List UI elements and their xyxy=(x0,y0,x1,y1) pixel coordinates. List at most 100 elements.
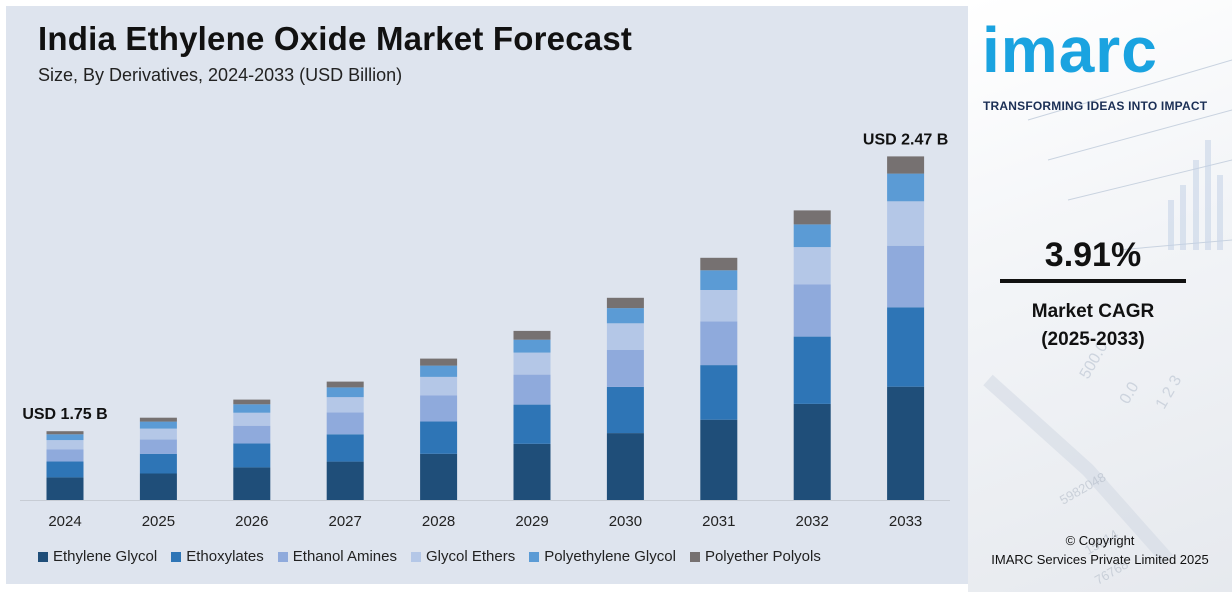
cagr-value: 3.91% xyxy=(1044,236,1142,274)
legend-item-polyethylene-glycol: Polyethylene Glycol xyxy=(529,548,676,565)
bar-segment-2029-ethoxylates xyxy=(513,404,551,444)
legend-item-polyether-polyols: Polyether Polyols xyxy=(689,548,821,565)
bar-segment-2024-polyether-polyols xyxy=(46,431,84,435)
copyright: © Copyright IMARC Services Private Limit… xyxy=(980,531,1220,569)
bar-segment-2028-ethanol-amines xyxy=(420,395,458,422)
legend-label: Ethylene Glycol xyxy=(53,548,158,565)
bar-segment-2025-ethanol-amines xyxy=(139,439,177,454)
total-annotation-2033: USD 2.47 B xyxy=(863,131,948,148)
imarc-logo: imarc xyxy=(982,14,1158,86)
legend-item-glycol-ethers: Glycol Ethers xyxy=(411,548,515,565)
bar-segment-2028-polyether-polyols xyxy=(420,358,458,366)
x-tick-label-2032: 2032 xyxy=(796,513,829,530)
bar-segment-2025-polyether-polyols xyxy=(139,417,177,422)
svg-text:0.0: 0.0 xyxy=(1117,379,1143,407)
bar-segment-2029-ethylene-glycol xyxy=(513,443,551,500)
bar-segment-2027-polyethylene-glycol xyxy=(326,387,364,398)
bar-segment-2033-ethoxylates xyxy=(887,307,925,387)
legend-item-ethanol-amines: Ethanol Amines xyxy=(277,548,397,565)
x-tick-label-2025: 2025 xyxy=(142,513,175,530)
bar-segment-2031-polyethylene-glycol xyxy=(700,270,738,290)
bar-segment-2028-ethoxylates xyxy=(420,421,458,454)
bar-segment-2028-glycol-ethers xyxy=(420,377,458,396)
bar-segment-2024-ethoxylates xyxy=(46,461,84,478)
bar-segment-2031-glycol-ethers xyxy=(700,290,738,322)
bar-segment-2028-polyethylene-glycol xyxy=(420,365,458,377)
bar-segment-2031-polyether-polyols xyxy=(700,257,738,271)
bar-segment-2027-polyether-polyols xyxy=(326,381,364,388)
decorative-background-icon: 500.0 0.0 1 2 3 5982048 15014 76768 xyxy=(983,59,1232,588)
x-tick-label-2030: 2030 xyxy=(609,513,642,530)
side-panel: 500.0 0.0 1 2 3 5982048 15014 76768 xyxy=(968,0,1232,592)
bar-segment-2029-polyether-polyols xyxy=(513,330,551,340)
bar-segment-2030-polyethylene-glycol xyxy=(606,308,644,324)
bar-segment-2024-ethanol-amines xyxy=(46,449,84,462)
copyright-line2: IMARC Services Private Limited 2025 xyxy=(991,552,1209,567)
legend-label: Ethanol Amines xyxy=(292,548,397,565)
bar-segment-2026-glycol-ethers xyxy=(233,412,271,426)
stacked-bar-chart: 2024 2025 2026 2027 2028 2029 2030 2031 2032 2033… xyxy=(20,131,950,530)
legend-swatch xyxy=(411,551,421,562)
bar-segment-2025-ethoxylates xyxy=(139,453,177,474)
x-tick-label-2029: 2029 xyxy=(515,513,548,530)
bar-segment-2030-polyether-polyols xyxy=(606,297,644,309)
copyright-line1: © Copyright xyxy=(1065,533,1135,548)
bar-segment-2032-polyether-polyols xyxy=(793,210,831,225)
bar-segment-2027-ethanol-amines xyxy=(326,412,364,435)
bar-segment-2026-polyethylene-glycol xyxy=(233,404,271,413)
x-tick-label-2026: 2026 xyxy=(235,513,268,530)
bar-segment-2029-ethanol-amines xyxy=(513,374,551,405)
bar-segment-2031-ethoxylates xyxy=(700,365,738,420)
brand-tagline: TRANSFORMING IDEAS INTO IMPACT xyxy=(983,99,1208,113)
cagr-label-line1: Market CAGR xyxy=(1031,301,1155,322)
bar-segment-2025-ethylene-glycol xyxy=(139,473,177,500)
x-tick-label-2031: 2031 xyxy=(702,513,735,530)
bar-segment-2027-ethylene-glycol xyxy=(326,461,364,500)
bar-segment-2032-glycol-ethers xyxy=(793,247,831,285)
x-tick-label-2024: 2024 xyxy=(48,513,81,530)
x-tick-label-2033: 2033 xyxy=(889,513,922,530)
bar-segment-2024-polyethylene-glycol xyxy=(46,434,84,441)
bar-segment-2033-ethylene-glycol xyxy=(887,386,925,500)
bar-segment-2032-ethanol-amines xyxy=(793,284,831,337)
legend-swatch xyxy=(689,551,700,562)
legend-label: Glycol Ethers xyxy=(426,548,516,565)
legend-label: Polyether Polyols xyxy=(704,548,821,565)
x-tick-label-2027: 2027 xyxy=(329,513,362,530)
bar-segment-2029-glycol-ethers xyxy=(513,352,551,375)
chart-subtitle: Size, By Derivatives, 2024-2033 (USD Bil… xyxy=(38,65,403,85)
bar-segment-2033-glycol-ethers xyxy=(887,201,925,246)
bar-segment-2033-polyethylene-glycol xyxy=(887,173,925,202)
legend-swatch xyxy=(38,551,48,562)
bar-segment-2032-ethylene-glycol xyxy=(793,403,831,500)
legend-swatch xyxy=(171,551,182,562)
bar-segment-2026-polyether-polyols xyxy=(233,399,271,405)
bar-segment-2033-ethanol-amines xyxy=(887,245,925,308)
legend-label: Ethoxylates xyxy=(186,548,264,565)
x-tick-label-2028: 2028 xyxy=(422,513,455,530)
bar-segment-2031-ethanol-amines xyxy=(700,321,738,366)
bar-segment-2026-ethoxylates xyxy=(233,443,271,468)
bar-segment-2024-glycol-ethers xyxy=(46,440,84,450)
bar-segment-2025-glycol-ethers xyxy=(139,428,177,440)
bar-segment-2030-ethylene-glycol xyxy=(606,433,644,500)
bar-segment-2030-ethanol-amines xyxy=(606,350,644,387)
cagr-label-line2: (2025-2033) xyxy=(1041,329,1145,350)
chart-title: India Ethylene Oxide Market Forecast xyxy=(38,20,633,57)
bar-segment-2024-ethylene-glycol xyxy=(46,477,84,500)
legend-label: Polyethylene Glycol xyxy=(544,548,676,565)
bar-segment-2026-ethanol-amines xyxy=(233,425,271,444)
bar-segment-2026-ethylene-glycol xyxy=(233,467,271,500)
bar-segment-2027-ethoxylates xyxy=(326,434,364,462)
bar-segment-2030-ethoxylates xyxy=(606,386,644,434)
bar-segment-2033-polyether-polyols xyxy=(887,156,925,174)
bar-segment-2025-polyethylene-glycol xyxy=(139,421,177,429)
legend-item-ethylene-glycol: Ethylene Glycol xyxy=(38,548,157,565)
bar-segment-2032-ethoxylates xyxy=(793,336,831,404)
bar-segment-2032-polyethylene-glycol xyxy=(793,224,831,248)
cagr-label: Market CAGR (2025-2033) xyxy=(1000,298,1186,354)
bar-segment-2031-ethylene-glycol xyxy=(700,419,738,500)
bar-segment-2030-glycol-ethers xyxy=(606,323,644,350)
legend-swatch xyxy=(277,551,288,562)
